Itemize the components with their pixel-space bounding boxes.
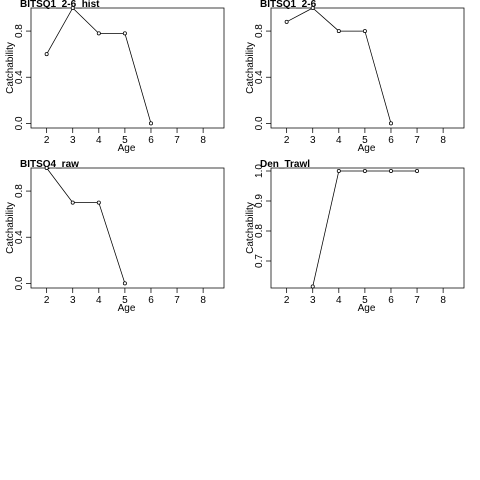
- data-point: [336, 169, 341, 173]
- data-point: [310, 6, 315, 10]
- plot-frame: [270, 7, 465, 129]
- data-point: [44, 166, 49, 170]
- x-tick-label: 2: [44, 135, 50, 146]
- y-tick-label: 0.4: [14, 70, 25, 84]
- x-tick-label: 8: [200, 295, 206, 306]
- data-point: [70, 6, 75, 10]
- y-tick-label: 0.7: [254, 254, 265, 268]
- y-tick-label: 0.4: [254, 70, 265, 84]
- x-tick-label: 6: [388, 135, 394, 146]
- x-tick-label: 3: [70, 295, 76, 306]
- x-tick-label: 7: [414, 135, 420, 146]
- x-tick-label: 7: [174, 135, 180, 146]
- data-point: [310, 284, 315, 289]
- series-line: [46, 7, 152, 124]
- y-tick-label: 0.0: [14, 276, 25, 290]
- chart-panel-1: BITSQ1_2-6_hist 2 3 4 5 6 7 8 0.0 0.4 0.8 Age Catcha…: [5, 0, 225, 154]
- x-tick-label: 5: [362, 295, 368, 306]
- x-tick-label: 2: [284, 295, 290, 306]
- x-tick-label: 4: [336, 295, 342, 306]
- x-tick-label: 8: [200, 135, 206, 146]
- x-tick-label: 3: [70, 135, 76, 146]
- y-tick-label: 0.8: [14, 24, 25, 38]
- data-point: [96, 200, 101, 205]
- x-tick-label: 5: [122, 135, 128, 146]
- chart-panel-2: BITSQ1_2-6 2 3 4 5 6 7 8 0.0 0.4 0.8 Age Catchabilit…: [245, 0, 465, 154]
- data-point: [44, 52, 49, 57]
- chart-title: BITSQ1_2-6_hist: [20, 0, 100, 10]
- data-point: [362, 169, 367, 173]
- x-tick-label: 6: [148, 295, 154, 306]
- series-line: [286, 7, 392, 124]
- y-axis-label: Catchability: [5, 202, 16, 254]
- x-tick-label: 5: [362, 135, 368, 146]
- x-axis-label: Age: [118, 143, 136, 154]
- y-tick-label: 0.0: [14, 116, 25, 130]
- y-tick-label: 1.0: [254, 164, 265, 178]
- data-point: [388, 121, 393, 126]
- chart-panel-3: BITSQ4_raw 2 3 4 5 6 7 8 0.0 0.4 0.8 Age Catchabilit…: [5, 159, 225, 314]
- data-point: [388, 169, 393, 173]
- x-tick-label: 4: [336, 135, 342, 146]
- x-tick-label: 4: [96, 135, 102, 146]
- x-axis-label: Age: [358, 143, 376, 154]
- x-tick-label: 4: [96, 295, 102, 306]
- x-axis-label: Age: [358, 303, 376, 314]
- data-point: [96, 31, 101, 36]
- chart-title: Den_Trawl: [260, 159, 310, 170]
- data-point: [122, 31, 127, 36]
- x-tick-label: 8: [440, 135, 446, 146]
- x-axis-label: Age: [118, 303, 136, 314]
- x-tick-label: 2: [44, 295, 50, 306]
- x-tick-label: 5: [122, 295, 128, 306]
- data-point: [148, 121, 153, 126]
- y-tick-label: 0.8: [254, 24, 265, 38]
- data-point: [122, 281, 127, 286]
- x-tick-label: 3: [310, 135, 316, 146]
- series-line: [46, 167, 126, 284]
- x-tick-label: 6: [148, 135, 154, 146]
- plot-frame: [270, 167, 465, 289]
- x-tick-label: 8: [440, 295, 446, 306]
- plot-frame: [30, 7, 225, 129]
- data-point: [415, 169, 420, 173]
- data-point: [70, 200, 75, 205]
- data-point: [284, 19, 289, 24]
- y-axis-label: Catchability: [245, 202, 256, 254]
- y-tick-label: 0.8: [254, 224, 265, 238]
- x-tick-label: 6: [388, 295, 394, 306]
- series-line: [312, 170, 418, 287]
- plot-frame: [30, 167, 225, 289]
- chart-title: BITSQ1_2-6: [260, 0, 317, 10]
- chart-title: BITSQ4_raw: [20, 159, 79, 170]
- y-tick-label: 0.9: [254, 194, 265, 208]
- data-point: [362, 29, 367, 34]
- y-tick-label: 0.4: [14, 230, 25, 244]
- y-tick-label: 0.8: [14, 184, 25, 198]
- x-tick-label: 7: [174, 295, 180, 306]
- x-tick-label: 2: [284, 135, 290, 146]
- y-tick-label: 0.0: [254, 116, 265, 130]
- y-axis-label: Catchability: [5, 42, 16, 94]
- data-point: [336, 29, 341, 34]
- x-tick-label: 7: [414, 295, 420, 306]
- y-axis-label: Catchability: [245, 42, 256, 94]
- chart-panel-4: Den_Trawl 2 3 4 5 6 7 8 0.7 0.8 0.9 1.0 Age Catchabil…: [245, 159, 465, 314]
- x-tick-label: 3: [310, 295, 316, 306]
